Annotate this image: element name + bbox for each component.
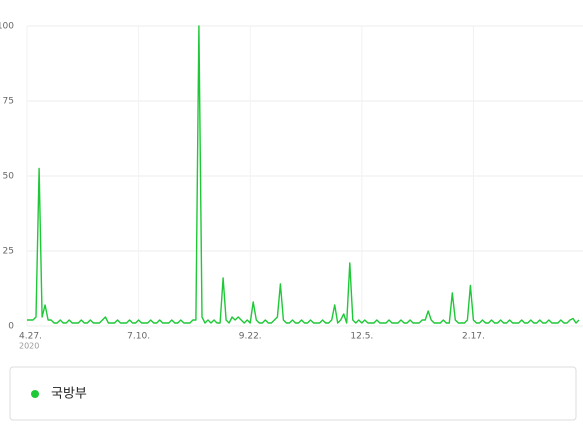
legend-box bbox=[9, 366, 577, 421]
year-label: 2020 bbox=[19, 342, 39, 351]
x-tick-label: 12.5. bbox=[350, 332, 373, 342]
y-tick-label: 25 bbox=[3, 247, 14, 257]
y-tick-label: 50 bbox=[3, 172, 15, 182]
y-tick-label: 75 bbox=[3, 97, 14, 107]
y-tick-label: 100 bbox=[0, 22, 14, 32]
legend-marker bbox=[31, 390, 39, 398]
line bbox=[27, 25, 580, 324]
x-tick-label: 7.10. bbox=[127, 332, 150, 342]
y-tick-label: 0 bbox=[8, 322, 14, 332]
x-tick-label: 4.27. bbox=[19, 332, 42, 342]
x-tick-label: 9.22. bbox=[239, 332, 262, 342]
legend-label: 국방부 bbox=[51, 387, 87, 402]
x-tick-label: 2.17. bbox=[462, 332, 485, 342]
